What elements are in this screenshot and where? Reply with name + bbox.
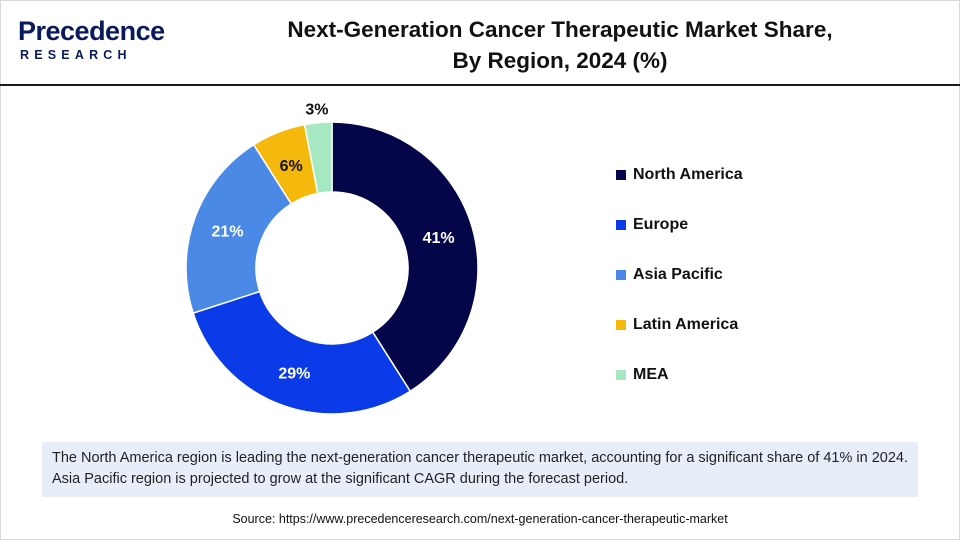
- donut-slices: [185, 121, 479, 415]
- legend-swatch-asia-pacific: [616, 270, 626, 280]
- slice-asia-pacific: [185, 143, 293, 315]
- donut-slice-labels: 41% 29% 21% 6% 3%: [212, 102, 455, 383]
- chart-title: Next-Generation Cancer Therapeutic Marke…: [190, 14, 930, 76]
- legend-item-europe: Europe: [616, 200, 743, 250]
- legend-swatch-latin-america: [616, 320, 626, 330]
- legend-item-latin-america: Latin America: [616, 300, 743, 350]
- legend-item-asia-pacific: Asia Pacific: [616, 250, 743, 300]
- brand-name: Precedence: [18, 16, 165, 46]
- legend-label-europe: Europe: [633, 216, 689, 233]
- brand-subtitle: RESEARCH: [20, 48, 132, 62]
- slice-mea: [303, 121, 333, 195]
- slice-label-latin-america: 6%: [280, 158, 303, 175]
- legend-item-north-america: North America: [616, 150, 743, 200]
- legend-swatch-europe: [616, 220, 626, 230]
- slice-north-america: [331, 121, 479, 393]
- slice-label-north-america: 41%: [423, 230, 455, 247]
- summary-note: The North America region is leading the …: [42, 442, 918, 497]
- legend-label-north-america: North America: [633, 166, 743, 183]
- legend-item-mea: MEA: [616, 350, 743, 400]
- chart-title-line-1: Next-Generation Cancer Therapeutic Marke…: [287, 17, 833, 42]
- source-text: Source: https://www.precedenceresearch.c…: [232, 512, 728, 526]
- legend-label-latin-america: Latin America: [633, 316, 739, 333]
- chart-legend: North America Europe Asia Pacific Latin Ame…: [616, 150, 743, 400]
- legend-label-asia-pacific: Asia Pacific: [633, 266, 723, 283]
- title-divider: [0, 84, 960, 86]
- slice-label-asia-pacific: 21%: [212, 223, 244, 240]
- legend-label-mea: MEA: [633, 366, 669, 383]
- slice-label-europe: 29%: [278, 365, 310, 382]
- donut-chart: 41% 29% 21% 6% 3%: [185, 102, 479, 415]
- chart-title-line-2: By Region, 2024 (%): [452, 48, 668, 73]
- brand-logo: Precedence RESEARCH: [18, 14, 168, 70]
- legend-swatch-mea: [616, 370, 626, 380]
- slice-label-mea: 3%: [305, 102, 328, 119]
- legend-swatch-north-america: [616, 170, 626, 180]
- slice-europe: [192, 290, 412, 415]
